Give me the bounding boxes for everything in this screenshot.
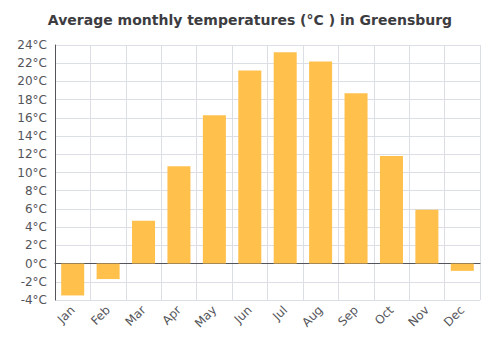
svg-text:20°C: 20°C (17, 74, 47, 88)
svg-text:18°C: 18°C (17, 93, 47, 107)
svg-text:10°C: 10°C (17, 166, 47, 180)
svg-text:Feb: Feb (88, 303, 113, 328)
svg-text:12°C: 12°C (17, 147, 47, 161)
svg-text:24°C: 24°C (17, 38, 47, 52)
svg-text:May: May (192, 303, 219, 330)
svg-text:22°C: 22°C (17, 56, 47, 70)
svg-text:Jan: Jan (54, 303, 78, 327)
svg-text:-4°C: -4°C (21, 293, 47, 307)
svg-text:Jul: Jul (269, 303, 290, 324)
svg-text:0°C: 0°C (25, 257, 47, 271)
svg-text:Aug: Aug (299, 303, 325, 329)
svg-text:Sep: Sep (335, 303, 361, 329)
svg-text:Jun: Jun (231, 303, 255, 327)
svg-text:8°C: 8°C (25, 184, 47, 198)
svg-text:Average monthly temperatures (: Average monthly temperatures (°C ) in Gr… (48, 12, 452, 28)
svg-text:Apr: Apr (159, 303, 184, 328)
svg-text:Nov: Nov (405, 303, 431, 329)
svg-text:4°C: 4°C (25, 220, 47, 234)
svg-text:2°C: 2°C (25, 238, 47, 252)
svg-text:Mar: Mar (123, 303, 149, 329)
svg-text:Oct: Oct (372, 303, 397, 328)
svg-text:-2°C: -2°C (21, 275, 47, 289)
svg-text:16°C: 16°C (17, 111, 47, 125)
svg-text:14°C: 14°C (17, 129, 47, 143)
svg-text:Dec: Dec (441, 303, 467, 329)
svg-text:6°C: 6°C (25, 202, 47, 216)
